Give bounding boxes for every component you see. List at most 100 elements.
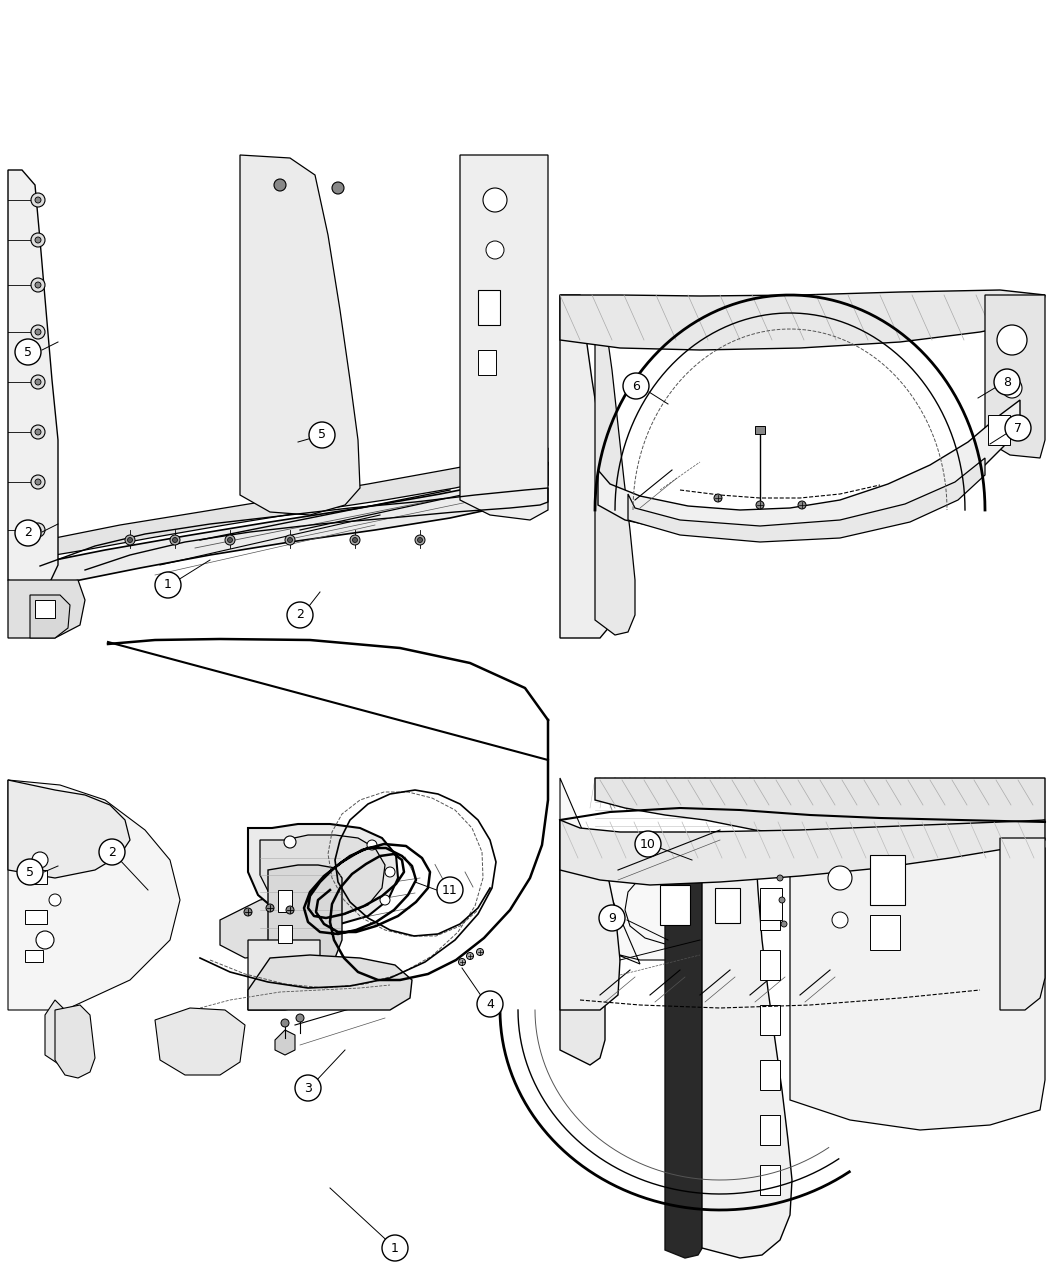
Circle shape [295,1075,321,1102]
Text: 5: 5 [26,866,34,878]
Bar [760,1165,780,1195]
Bar [760,900,780,929]
Bar [278,890,292,912]
Circle shape [35,379,41,385]
Circle shape [49,894,61,907]
Polygon shape [275,1030,295,1054]
Bar [25,910,47,924]
Text: 10: 10 [640,838,656,850]
Circle shape [32,425,45,439]
Circle shape [781,921,788,927]
Polygon shape [702,850,792,1258]
Circle shape [353,538,357,542]
Circle shape [244,908,252,915]
Circle shape [368,840,377,850]
Circle shape [32,375,45,389]
Circle shape [274,179,286,191]
Circle shape [635,831,662,857]
Circle shape [285,536,295,544]
Bar [988,414,1010,445]
Circle shape [994,368,1020,395]
Circle shape [32,476,45,490]
Bar [25,870,47,884]
Polygon shape [460,156,548,520]
Polygon shape [560,820,605,1065]
Polygon shape [240,156,360,515]
Text: 8: 8 [1003,376,1011,389]
Circle shape [309,422,335,448]
Circle shape [35,329,41,335]
Text: 5: 5 [24,346,32,358]
Bar [870,856,905,905]
Bar [760,887,782,921]
Bar [35,601,55,618]
Polygon shape [598,400,1020,538]
Bar [478,289,500,325]
Polygon shape [25,448,548,560]
Text: 2: 2 [24,527,32,539]
Circle shape [125,536,135,544]
Circle shape [15,520,41,546]
Bar [760,1060,780,1090]
Circle shape [756,501,764,509]
Circle shape [35,428,41,435]
Polygon shape [8,780,180,1010]
Circle shape [385,867,395,877]
Circle shape [779,898,785,903]
Circle shape [288,538,293,542]
Polygon shape [45,1000,80,1065]
Polygon shape [220,892,300,958]
Polygon shape [1000,838,1045,1010]
Circle shape [155,572,181,598]
Bar [715,887,740,923]
Polygon shape [268,864,342,968]
Circle shape [832,912,848,928]
Text: 9: 9 [608,912,616,924]
Circle shape [777,875,783,881]
Circle shape [459,959,465,965]
Text: 7: 7 [1014,422,1022,435]
Circle shape [35,282,41,288]
Circle shape [225,536,235,544]
Circle shape [798,501,806,509]
Circle shape [714,493,722,502]
Polygon shape [55,1005,94,1077]
Circle shape [286,907,294,914]
Polygon shape [560,289,1045,351]
Circle shape [32,523,45,537]
Polygon shape [8,580,85,638]
Polygon shape [30,595,70,638]
Polygon shape [560,820,1045,885]
Bar [478,351,496,375]
Circle shape [415,536,425,544]
Circle shape [350,536,360,544]
Polygon shape [8,780,130,878]
Polygon shape [595,320,635,635]
Polygon shape [665,854,704,1258]
Circle shape [32,325,45,339]
Circle shape [36,931,54,949]
Bar [660,885,690,924]
Circle shape [32,233,45,247]
Text: 1: 1 [391,1242,399,1255]
Circle shape [332,182,344,194]
Circle shape [296,1014,304,1023]
Circle shape [1002,377,1022,398]
Circle shape [35,479,41,484]
Text: 2: 2 [108,845,116,858]
Circle shape [477,991,503,1017]
Circle shape [598,905,625,931]
Circle shape [380,895,390,905]
Circle shape [287,602,313,629]
Circle shape [281,1019,289,1026]
Circle shape [828,866,852,890]
Polygon shape [248,940,320,1010]
Circle shape [32,193,45,207]
Bar [755,426,765,434]
Circle shape [228,538,232,542]
Bar [25,950,43,963]
Text: 3: 3 [304,1081,312,1094]
Polygon shape [628,458,985,542]
Circle shape [170,536,180,544]
Polygon shape [560,861,619,1010]
